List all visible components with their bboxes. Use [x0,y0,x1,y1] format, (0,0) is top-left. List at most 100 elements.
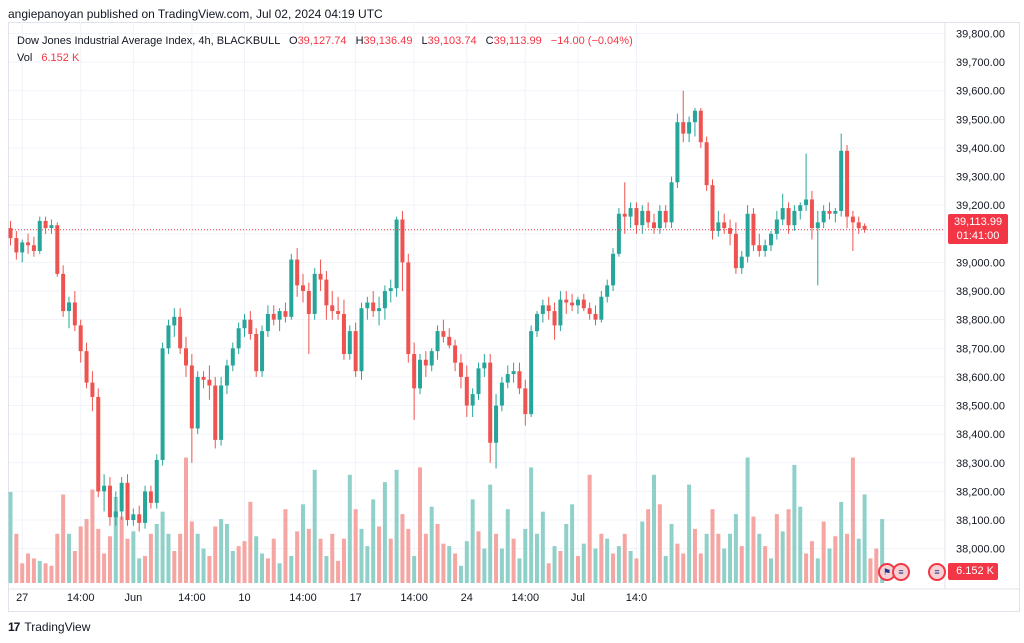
volume-bar [72,551,77,583]
candle-body [464,376,469,406]
candle-body [67,302,71,312]
tradingview-logo-icon[interactable]: 17 [8,620,20,634]
candle-body [230,348,235,366]
volume-bar [657,504,662,583]
candle-body [540,305,545,314]
volume-bar [529,467,534,583]
volume-bar [710,509,715,583]
volume-bar [347,474,352,583]
candle-body [763,245,768,251]
candle-body [517,371,522,389]
volume-label[interactable]: Vol [17,52,33,64]
volume-bar [137,558,142,583]
volume-bar [652,474,656,583]
price-tick-label: 38,000.00 [956,544,1005,556]
volume-bar [230,551,235,583]
candle-body [201,376,206,380]
candle-body [599,296,604,320]
volume-bar [792,464,797,583]
candle-body [722,222,727,229]
candle-body [359,308,364,372]
candle-body [365,302,370,309]
volume-bar [821,521,826,583]
volume-bar [447,546,452,583]
symbol-title[interactable]: Dow Jones Industrial Average Index, 4h, … [17,35,280,47]
candle-body [640,210,645,226]
candle-body [72,302,77,326]
candle-body [482,362,487,369]
chart-frame [8,22,1020,612]
candle-body [107,485,112,518]
price-tick-label: 38,600.00 [956,372,1005,384]
candle-body [418,359,422,389]
volume-bar [681,553,686,583]
candle-body [616,213,621,254]
candle-body [125,482,130,521]
volume-bar [31,558,36,583]
candle-body [90,382,95,397]
candle-body [14,238,19,253]
candle-body [704,142,709,186]
price-tick-label: 39,400.00 [956,143,1005,155]
price-tick-label: 38,100.00 [956,515,1005,527]
volume-bar [178,533,183,583]
volume-bar [769,558,773,583]
volume-bar [336,560,341,583]
candle-body [523,388,528,415]
candle-body [301,285,305,292]
price-tick-label: 38,800.00 [956,315,1005,327]
volume-bar [96,528,101,583]
time-tick-label: Jun [124,592,142,604]
candle-body [160,348,165,460]
candle-body [265,313,270,332]
volume-bar [143,555,148,583]
price-tick-label: 39,700.00 [956,57,1005,69]
volume-bar [494,533,499,583]
volume-bar [464,541,469,583]
volume-bar [646,509,651,583]
volume-bar [295,531,300,583]
high-label: H [355,35,364,47]
candle-body [605,285,610,297]
candle-body [406,262,411,355]
volume-bar [453,553,458,583]
volume-bar [14,533,19,583]
volume-bar [570,504,575,583]
candle-body [663,210,668,223]
volume-bar [581,543,586,583]
brand-name[interactable]: TradingView [24,620,91,634]
volume-bar [119,516,124,583]
candle-body [283,311,288,317]
volume-bar [593,548,598,583]
volume-bar [359,528,364,583]
candle-body [733,233,738,269]
volume-bar [107,536,112,583]
candle-body [804,199,809,206]
candle-body [529,331,534,415]
price-tick-label: 39,500.00 [956,114,1005,126]
volume-bar [26,553,31,583]
volume-bar [722,548,727,583]
candle-body [84,351,89,383]
candle-body [224,365,229,386]
candle-body [195,376,200,429]
legend-ohlc-row: Dow Jones Industrial Average Index, 4h, … [17,33,633,50]
candle-body [570,302,575,306]
candle-body [850,216,855,223]
volume-bar [845,533,850,583]
candle-body [429,351,434,366]
volume-bar [874,548,879,583]
us-flag-icon[interactable]: ≡ [892,563,910,581]
volume-bar [330,533,335,583]
volume-bar [815,558,820,583]
volume-bar [558,551,563,583]
price-tick-label: 38,900.00 [956,286,1005,298]
volume-bar [265,558,270,583]
volume-bar [698,553,703,583]
volume-bar [634,558,639,583]
volume-bar [195,533,200,583]
volume-bar [353,509,358,583]
volume-bar [166,533,171,583]
us-flag-icon[interactable]: ≡ [928,563,946,581]
